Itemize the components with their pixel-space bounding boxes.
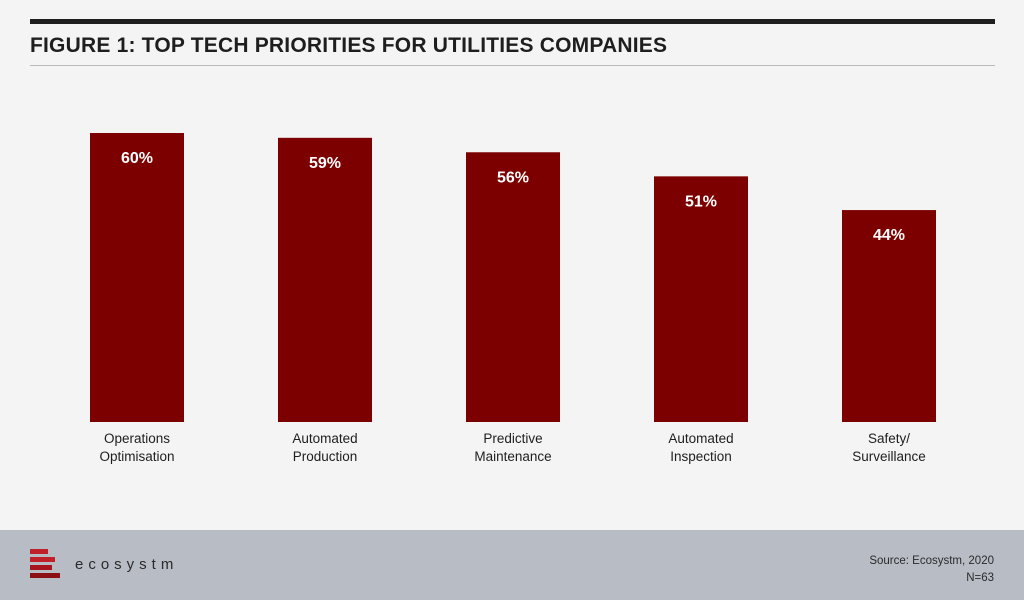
data-label-2: 56%: [497, 169, 529, 186]
bar-1: [278, 137, 372, 423]
category-label-1: Automated Production: [292, 431, 357, 464]
bar-4: [842, 210, 936, 422]
bar-0: [90, 133, 184, 422]
title-top-rule: [30, 19, 995, 24]
bar-chart: 60% Operations Optimisation 59% Automated Pro…: [90, 133, 936, 464]
ecosystm-logo-icon: [30, 549, 60, 578]
category-label-2: Predictive Maintenance: [474, 431, 551, 464]
bar-3: [654, 176, 748, 422]
logo-wordmark: ecosystm: [75, 556, 179, 573]
category-label-4: Safety/Surveillance: [852, 431, 926, 464]
footer-bar: [0, 530, 1024, 600]
chart-title: FIGURE 1: TOP TECH PRIORITIES FOR UTILIT…: [30, 34, 668, 57]
data-label-4: 44%: [873, 227, 905, 244]
data-label-1: 59%: [309, 155, 341, 172]
source-text: Source: Ecosystm, 2020: [869, 555, 994, 567]
sample-size: N=63: [966, 572, 994, 584]
bar-2: [466, 152, 560, 422]
title-divider: [30, 65, 995, 66]
data-label-0: 60%: [121, 150, 153, 167]
data-label-3: 51%: [685, 193, 717, 210]
category-label-3: Automated Inspection: [668, 431, 733, 464]
source-note: Source: Ecosystm, 2020 N=63: [869, 553, 994, 587]
category-label-0: Operations Optimisation: [99, 431, 174, 464]
